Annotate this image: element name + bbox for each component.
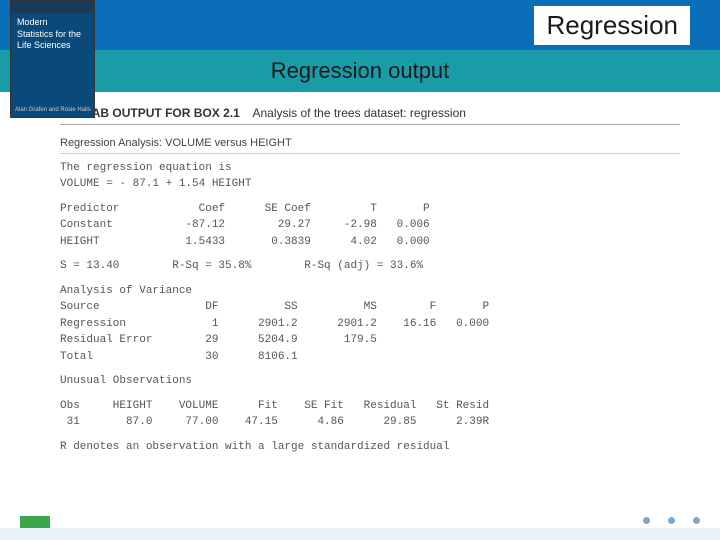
- eq-line-2: VOLUME = - 87.1 + 1.54 HEIGHT: [60, 176, 680, 193]
- output-header-desc: Analysis of the trees dataset: regressio…: [252, 106, 465, 120]
- pred-height: HEIGHT 1.5433 0.3839 4.02 0.000: [60, 234, 680, 251]
- header-bar: Regression: [0, 0, 720, 50]
- output-content: MINITAB OUTPUT FOR BOX 2.1 Analysis of t…: [0, 92, 720, 465]
- dot-icon: [668, 517, 675, 524]
- anova-header: Source DF SS MS F P: [60, 299, 680, 316]
- anova-total: Total 30 8106.1: [60, 349, 680, 366]
- pred-header: Predictor Coef SE Coef T P: [60, 201, 680, 218]
- pred-constant: Constant -87.12 29.27 -2.98 0.006: [60, 217, 680, 234]
- unusual-title: Unusual Observations: [60, 373, 680, 390]
- book-title-3: Life Sciences: [17, 40, 71, 50]
- s-line: S = 13.40 R-Sq = 35.8% R-Sq (adj) = 33.6…: [60, 258, 680, 275]
- unusual-header: Obs HEIGHT VOLUME Fit SE Fit Residual St…: [60, 398, 680, 415]
- subtitle-text: Regression output: [271, 58, 450, 84]
- dots: [643, 517, 700, 524]
- dot-icon: [693, 517, 700, 524]
- subtitle-bar: Regression output: [0, 50, 720, 92]
- analysis-title: Regression Analysis: VOLUME versus HEIGH…: [60, 135, 680, 154]
- anova-reg: Regression 1 2901.2 2901.2 16.16 0.000: [60, 316, 680, 333]
- unusual-row: 31 87.0 77.00 47.15 4.86 29.85 2.39R: [60, 414, 680, 431]
- book-author: Alan Grafen and Rosie Hails: [15, 107, 91, 113]
- output-header: MINITAB OUTPUT FOR BOX 2.1 Analysis of t…: [60, 104, 680, 125]
- dot-icon: [643, 517, 650, 524]
- anova-resid: Residual Error 29 5204.9 179.5: [60, 332, 680, 349]
- eq-line-1: The regression equation is: [60, 160, 680, 177]
- page-title: Regression: [534, 6, 690, 45]
- anova-title: Analysis of Variance: [60, 283, 680, 300]
- book-title-1: Modern: [17, 17, 48, 27]
- book-title-2: Statistics for the: [17, 29, 81, 39]
- book-cover: Modern Statistics for the Life Sciences …: [10, 0, 95, 118]
- bottom-strip: [0, 528, 720, 540]
- green-chip: [20, 516, 50, 528]
- footnote: R denotes an observation with a large st…: [60, 439, 680, 456]
